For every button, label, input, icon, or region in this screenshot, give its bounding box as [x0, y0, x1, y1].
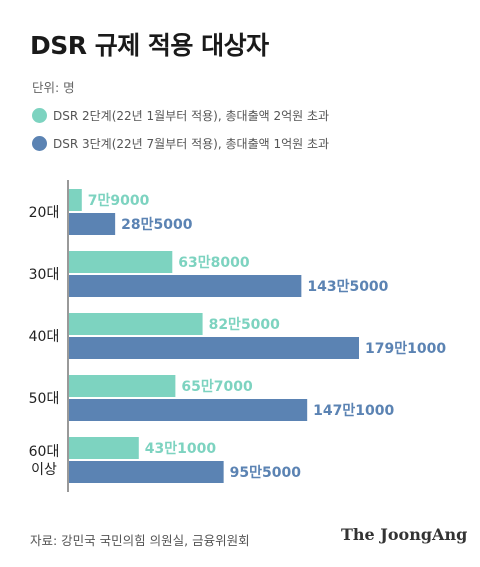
- category-label: 40대: [29, 329, 60, 345]
- data-label-series1: 43만1000: [145, 441, 217, 457]
- bar-series1: [69, 375, 176, 397]
- legend-item-series2: DSR 3단계(22년 7월부터 적용), 총대출액 1억원 초과: [32, 134, 329, 152]
- bar-series2: [69, 399, 308, 421]
- legend-label-series1: DSR 2단계(22년 1월부터 적용), 총대출액 2억원 초과: [53, 108, 330, 123]
- bar-series2: [69, 337, 359, 359]
- bar-series2: [69, 275, 302, 297]
- chart-title: DSR 규제 적용 대상자: [30, 31, 269, 60]
- source-note: 자료: 강민국 국민의힘 의원실, 금융위원회: [30, 533, 250, 548]
- category-label: 60대 이상: [29, 444, 60, 478]
- legend-swatch-series2: [32, 135, 47, 151]
- legend-label-series2: DSR 3단계(22년 7월부터 적용), 총대출액 1억원 초과: [53, 136, 330, 151]
- bar-series1: [69, 313, 203, 335]
- bar-series1: [69, 189, 82, 211]
- data-label-series2: 28만5000: [121, 217, 193, 233]
- data-label-series2: 179만1000: [365, 341, 446, 357]
- legend: DSR 2단계(22년 1월부터 적용), 총대출액 2억원 초과 DSR 3단…: [32, 106, 329, 162]
- unit-label: 단위: 명: [32, 80, 75, 95]
- data-label-series1: 7만9000: [88, 193, 150, 209]
- bar-series2: [69, 213, 116, 235]
- brand-logo: The JoongAng: [341, 525, 468, 544]
- data-label-series2: 147만1000: [313, 403, 394, 419]
- category-label: 50대: [29, 391, 60, 407]
- category-label: 20대: [29, 205, 60, 221]
- data-label-series1: 82만5000: [209, 317, 281, 333]
- bar-series1: [69, 437, 139, 459]
- legend-item-series1: DSR 2단계(22년 1월부터 적용), 총대출액 2억원 초과: [32, 106, 329, 124]
- legend-swatch-series1: [32, 107, 47, 123]
- data-label-series1: 63만8000: [178, 255, 250, 271]
- data-label-series2: 95만5000: [230, 465, 302, 481]
- data-label-series2: 143만5000: [307, 279, 388, 295]
- bar-series1: [69, 251, 173, 273]
- data-label-series1: 65만7000: [181, 379, 253, 395]
- category-label: 30대: [29, 267, 60, 283]
- bar-series2: [69, 461, 224, 483]
